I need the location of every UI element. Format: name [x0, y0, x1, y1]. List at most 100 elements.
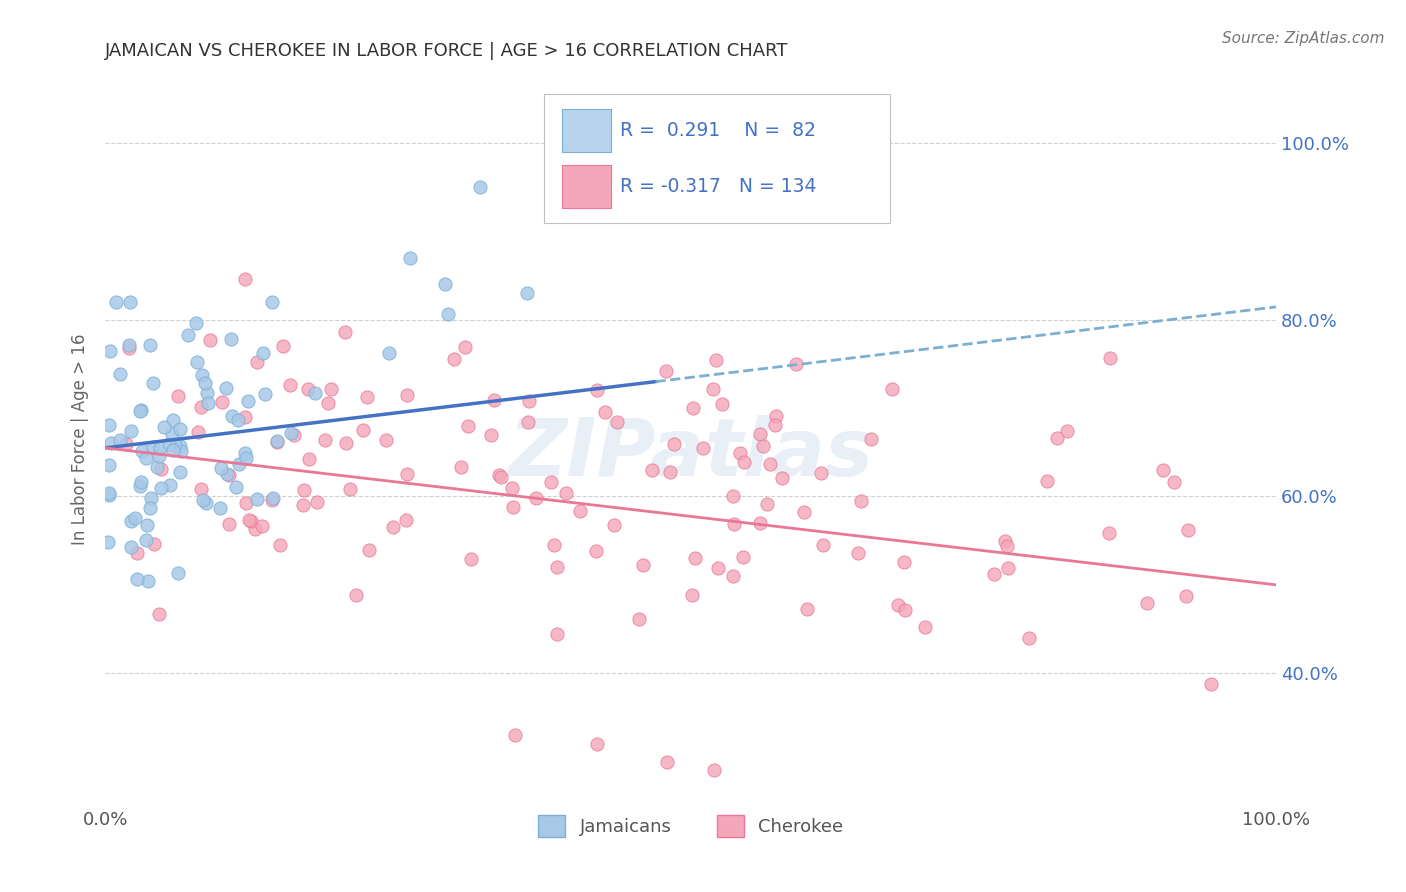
Point: [260, 295, 283, 310]
Point: [143, 537, 166, 551]
Point: [641, 463, 664, 477]
Point: [283, 427, 305, 442]
Point: [135, 450, 157, 465]
Point: [260, 492, 283, 507]
Point: [681, 588, 703, 602]
Point: [859, 432, 882, 446]
Point: [191, 492, 214, 507]
Point: [218, 468, 240, 483]
Point: [262, 491, 284, 505]
Point: [198, 333, 221, 347]
Legend: Jamaicans, Cherokee: Jamaicans, Cherokee: [531, 808, 851, 845]
Point: [233, 446, 256, 460]
Point: [517, 394, 540, 409]
Point: [162, 442, 184, 457]
Point: [593, 404, 616, 418]
Point: [793, 505, 815, 519]
Point: [752, 439, 775, 453]
Point: [333, 325, 356, 339]
Point: [503, 728, 526, 742]
Point: [190, 401, 212, 415]
Point: [177, 328, 200, 343]
Point: [443, 352, 465, 367]
Point: [159, 478, 181, 492]
Point: [585, 543, 607, 558]
Point: [894, 602, 917, 616]
Point: [291, 498, 314, 512]
Point: [450, 460, 472, 475]
Point: [186, 316, 208, 330]
Point: [711, 396, 734, 410]
FancyBboxPatch shape: [562, 165, 612, 208]
Point: [305, 495, 328, 509]
Point: [148, 450, 170, 464]
Point: [702, 382, 724, 396]
Point: [546, 560, 568, 574]
Point: [516, 415, 538, 429]
Point: [246, 492, 269, 507]
Point: [1199, 677, 1222, 691]
Point: [139, 500, 162, 515]
Point: [228, 457, 250, 471]
Point: [755, 497, 778, 511]
Point: [170, 444, 193, 458]
Point: [118, 338, 141, 352]
Point: [433, 277, 456, 292]
Point: [692, 442, 714, 456]
Point: [104, 295, 127, 310]
Point: [129, 478, 152, 492]
Point: [215, 467, 238, 481]
Point: [1177, 523, 1199, 537]
Point: [194, 496, 217, 510]
Point: [149, 441, 172, 455]
Point: [374, 433, 396, 447]
Point: [482, 392, 505, 407]
Text: ZIPatlas: ZIPatlas: [508, 415, 873, 492]
Point: [356, 390, 378, 404]
Point: [785, 357, 807, 371]
Point: [120, 424, 142, 438]
Point: [759, 457, 782, 471]
Point: [555, 486, 578, 500]
Point: [586, 384, 609, 398]
Point: [704, 353, 727, 368]
Point: [796, 602, 818, 616]
Point: [489, 470, 512, 484]
Point: [339, 483, 361, 497]
Point: [378, 346, 401, 360]
Point: [131, 444, 153, 458]
Point: [1046, 431, 1069, 445]
Point: [1136, 596, 1159, 610]
Point: [721, 489, 744, 503]
Point: [138, 574, 160, 588]
Text: JAMAICAN VS CHEROKEE IN LABOR FORCE | AGE > 16 CORRELATION CHART: JAMAICAN VS CHEROKEE IN LABOR FORCE | AG…: [105, 42, 789, 60]
Point: [211, 395, 233, 409]
Point: [316, 396, 339, 410]
Point: [146, 460, 169, 475]
Point: [457, 418, 479, 433]
Point: [169, 422, 191, 436]
Point: [501, 481, 523, 495]
Point: [245, 355, 267, 369]
Point: [1018, 631, 1040, 645]
Point: [810, 467, 832, 481]
Point: [851, 493, 873, 508]
Point: [728, 446, 751, 460]
Point: [160, 426, 183, 441]
Point: [723, 516, 745, 531]
Point: [250, 519, 273, 533]
Point: [357, 543, 380, 558]
Point: [846, 546, 869, 560]
Point: [125, 573, 148, 587]
Point: [149, 461, 172, 475]
Point: [221, 409, 243, 424]
Point: [658, 465, 681, 479]
Point: [98, 343, 121, 358]
Point: [148, 607, 170, 622]
Point: [344, 588, 367, 602]
Point: [108, 433, 131, 447]
Point: [381, 519, 404, 533]
Point: [245, 522, 267, 536]
Point: [568, 504, 591, 518]
Point: [516, 286, 538, 301]
